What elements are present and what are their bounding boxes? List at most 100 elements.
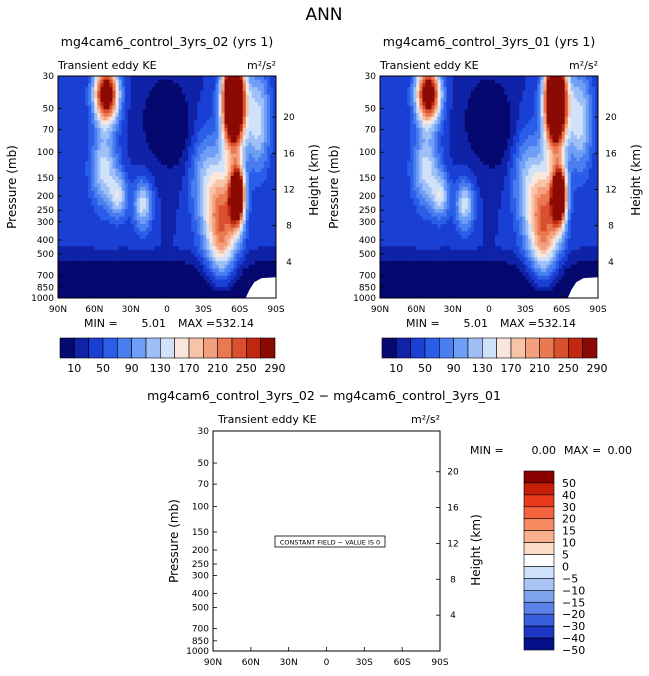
field-cell: [103, 205, 107, 210]
field-cell: [260, 249, 265, 254]
field-cell: [173, 257, 177, 262]
field-cell: [227, 120, 231, 125]
field-cell: [266, 90, 271, 95]
field-cell: [591, 101, 596, 106]
field-cell: [203, 161, 207, 166]
field-cell: [185, 246, 189, 251]
field-cell: [266, 253, 271, 258]
field-cell: [182, 231, 186, 236]
field-cell: [194, 153, 198, 158]
field-cell: [121, 257, 126, 262]
field-cell: [209, 168, 213, 173]
field-cell: [398, 98, 402, 103]
panel-1-colorbar: 10 50 90 130 170 210 250 290: [59, 337, 286, 375]
field-cell: [61, 168, 65, 173]
field-cell: [263, 183, 268, 188]
field-cell: [85, 87, 89, 92]
field-cell: [115, 212, 119, 217]
field-cell: [519, 98, 523, 103]
field-cell: [124, 83, 129, 88]
field-cell: [112, 142, 116, 147]
field-cell: [485, 79, 490, 84]
field-cell: [203, 212, 207, 217]
field-cell: [88, 150, 92, 155]
field-cell: [88, 116, 92, 121]
field-cell: [215, 131, 219, 136]
field-cell: [130, 135, 135, 140]
field-cell: [197, 116, 201, 121]
field-cell: [452, 98, 457, 103]
field-cell: [185, 183, 189, 188]
field-cell: [142, 290, 147, 295]
field-cell: [173, 187, 177, 192]
field-cell: [94, 142, 98, 147]
field-cell: [176, 253, 180, 258]
field-cell: [103, 146, 107, 151]
field-cell: [173, 90, 177, 95]
field-cell: [91, 116, 95, 121]
field-cell: [109, 194, 113, 199]
field-cell: [188, 275, 192, 280]
field-cell: [148, 275, 153, 280]
field-cell: [124, 113, 129, 118]
field-cell: [106, 231, 110, 236]
field-cell: [230, 175, 235, 180]
field-cell: [203, 98, 207, 103]
field-cell: [254, 109, 259, 114]
field-cell: [239, 131, 244, 136]
field-cell: [194, 187, 198, 192]
field-cell: [245, 172, 250, 177]
field-cell: [118, 275, 122, 280]
field-cell: [585, 98, 590, 103]
field-cell: [130, 261, 135, 266]
field-cell: [142, 87, 147, 92]
field-cell: [266, 146, 271, 151]
field-cell: [121, 290, 126, 295]
field-cell: [94, 113, 98, 118]
field-cell: [118, 142, 122, 147]
field-cell: [109, 227, 113, 232]
field-cell: [103, 172, 107, 177]
field-cell: [106, 253, 110, 258]
field-cell: [203, 164, 207, 169]
field-cell: [404, 79, 408, 84]
field-cell: [170, 90, 174, 95]
field-cell: [224, 138, 228, 143]
field-cell: [191, 94, 195, 99]
field-cell: [112, 198, 116, 203]
field-cell: [455, 87, 460, 92]
field-cell: [254, 198, 259, 203]
field-cell: [209, 127, 213, 132]
field-cell: [112, 116, 116, 121]
field-cell: [200, 264, 204, 269]
field-cell: [112, 264, 116, 269]
field-cell: [191, 249, 195, 254]
field-cell: [127, 209, 132, 214]
field-cell: [121, 212, 126, 217]
field-cell: [79, 261, 83, 266]
field-cell: [88, 142, 92, 147]
field-cell: [221, 201, 225, 206]
field-cell: [197, 198, 201, 203]
field-cell: [136, 187, 141, 192]
field-cell: [230, 216, 235, 221]
field-cell: [507, 94, 511, 99]
field-cell: [100, 272, 104, 277]
field-cell: [516, 87, 520, 92]
field-cell: [212, 168, 216, 173]
field-cell: [257, 261, 262, 266]
field-cell: [109, 153, 113, 158]
field-cell: [218, 264, 222, 269]
field-cell: [121, 109, 126, 114]
field-cell: [248, 79, 253, 84]
field-cell: [109, 161, 113, 166]
field-cell: [401, 90, 405, 95]
field-cell: [215, 235, 219, 240]
field-cell: [194, 209, 198, 214]
field-cell: [76, 194, 80, 199]
field-cell: [179, 275, 183, 280]
field-cell: [170, 142, 174, 147]
field-cell: [160, 235, 165, 240]
field-cell: [239, 87, 244, 92]
field-cell: [61, 190, 65, 195]
